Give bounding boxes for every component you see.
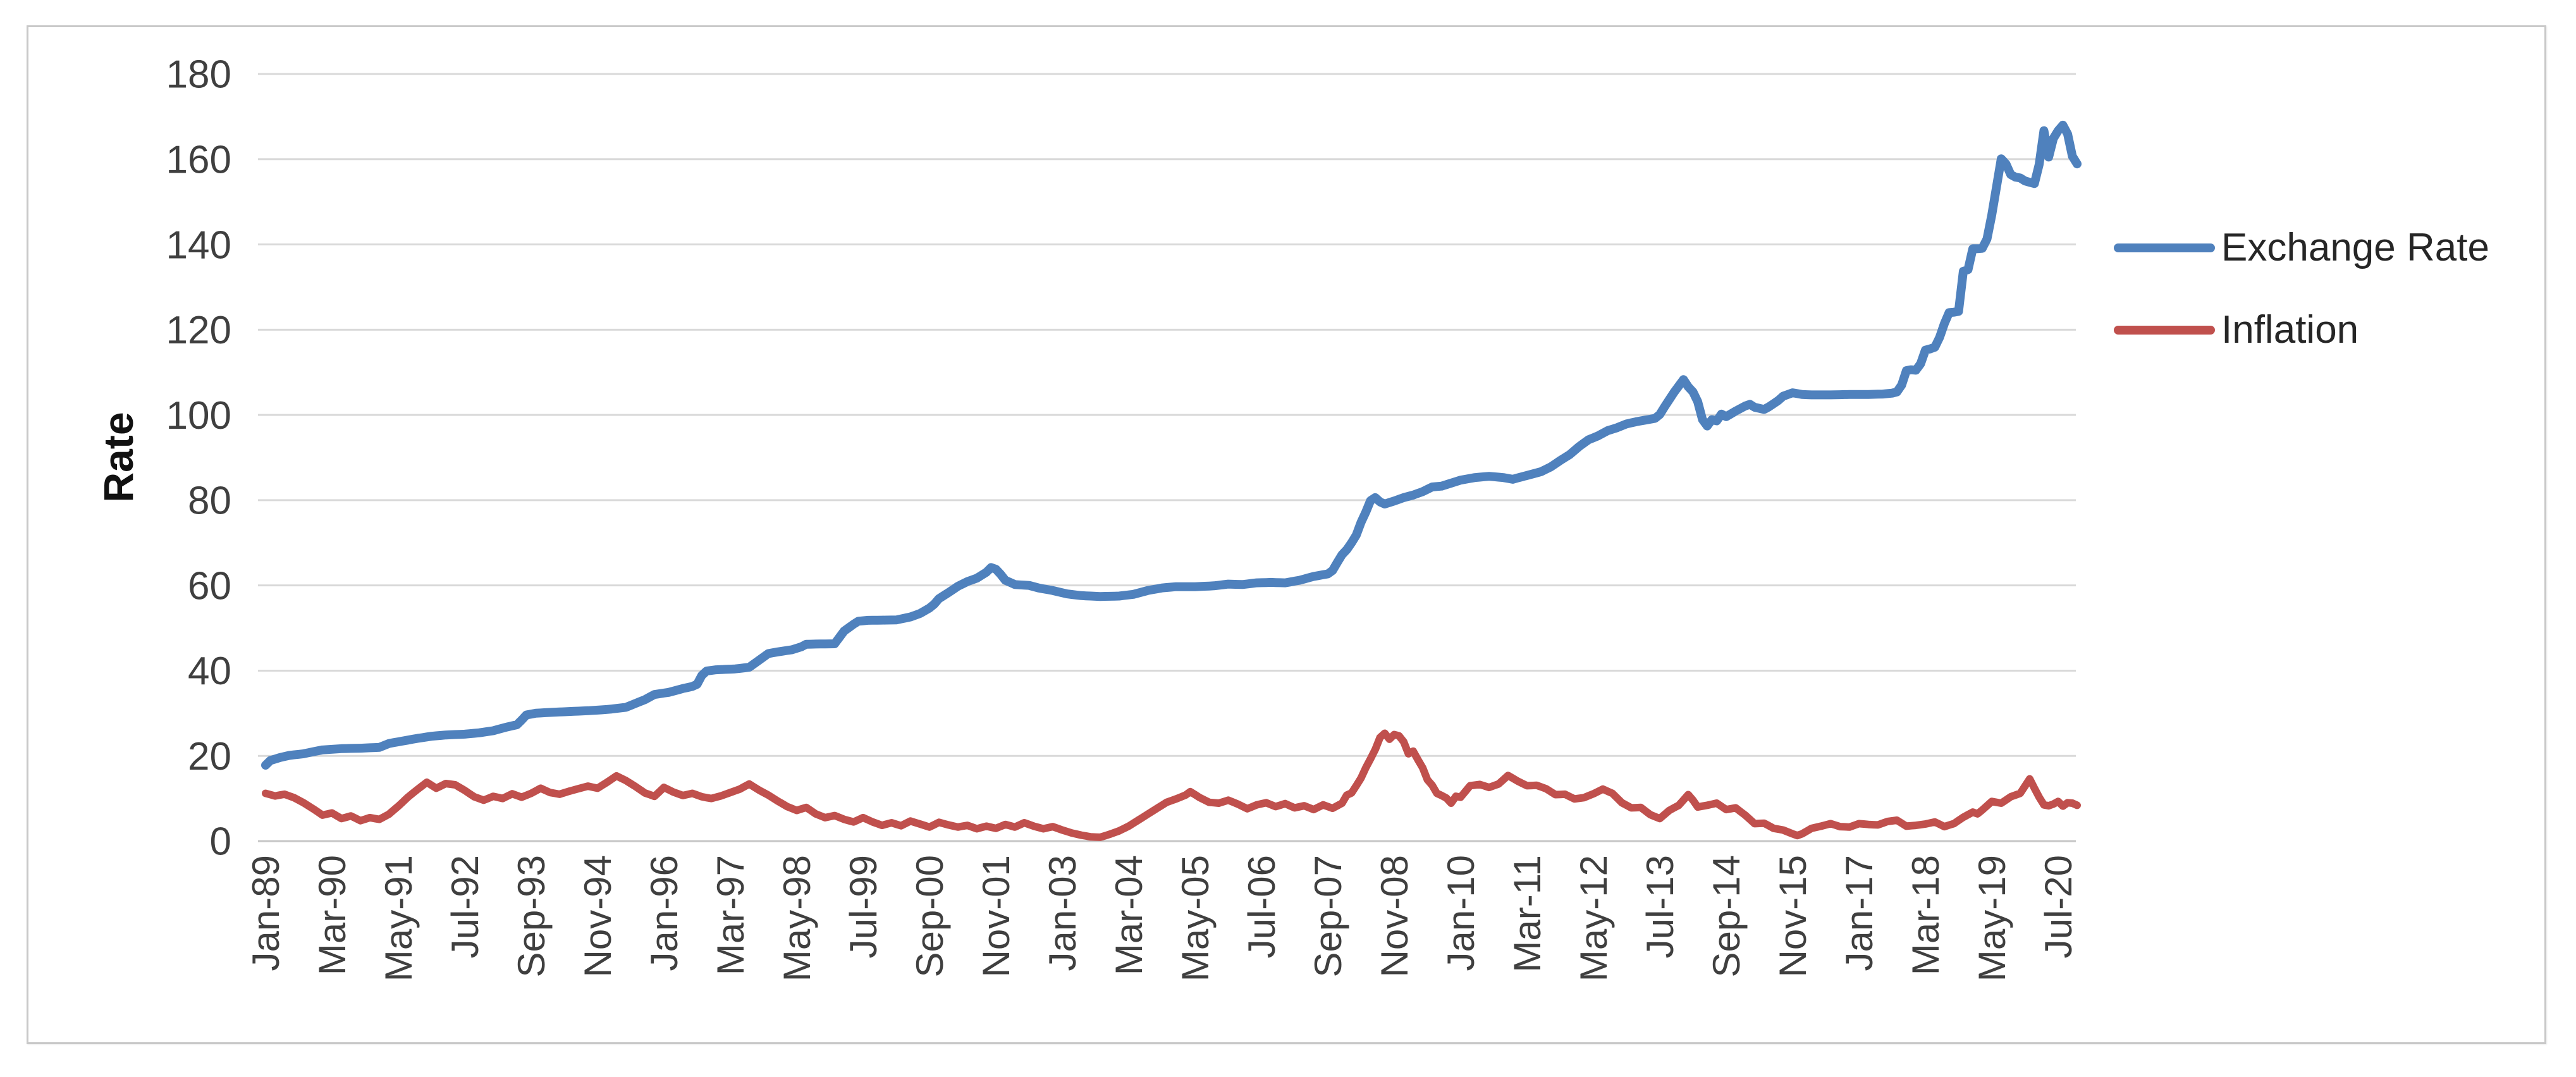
x-tick-label-Jul-20: Jul-20 xyxy=(2037,855,2080,958)
x-tick-label-Sep-14: Sep-14 xyxy=(1705,855,1748,977)
exchange-rate-line xyxy=(261,120,2082,770)
x-tick-label-Jul-13: Jul-13 xyxy=(1639,855,1681,958)
x-tick-label-Jan-89: Jan-89 xyxy=(245,855,287,971)
legend-label-exchange-rate: Exchange Rate xyxy=(2221,226,2489,269)
x-tick-label-Jul-92: Jul-92 xyxy=(444,855,486,958)
y-axis-title: Rate xyxy=(95,412,142,503)
y-tick-label-140: 140 xyxy=(166,223,231,267)
y-tick-label-40: 40 xyxy=(188,649,231,693)
chart-frame xyxy=(27,25,2546,1044)
x-tick-label-Sep-93: Sep-93 xyxy=(510,855,553,977)
x-tick-label-Mar-04: Mar-04 xyxy=(1108,855,1150,975)
x-tick-label-Mar-11: Mar-11 xyxy=(1506,855,1549,973)
y-tick-label-100: 100 xyxy=(166,394,231,438)
inflation-line-swatch xyxy=(2114,326,2215,335)
x-tick-label-Jan-03: Jan-03 xyxy=(1041,855,1084,971)
legend-item-exchange-rate: Exchange Rate xyxy=(2114,225,2489,271)
x-tick-label-Nov-15: Nov-15 xyxy=(1772,855,1814,977)
x-tick-label-Jul-99: Jul-99 xyxy=(842,855,885,958)
exchange-rate-line-swatch xyxy=(2114,243,2215,252)
x-tick-label-Sep-07: Sep-07 xyxy=(1307,855,1349,977)
x-tick-label-Nov-08: Nov-08 xyxy=(1373,855,1416,977)
x-tick-label-Nov-01: Nov-01 xyxy=(975,855,1017,977)
x-tick-label-Jan-96: Jan-96 xyxy=(643,855,685,971)
x-tick-label-Jan-10: Jan-10 xyxy=(1440,855,1482,971)
y-tick-label-80: 80 xyxy=(188,479,231,523)
y-tick-label-180: 180 xyxy=(166,53,231,97)
x-tick-label-May-12: May-12 xyxy=(1573,855,1615,982)
legend-item-inflation: Inflation xyxy=(2114,307,2358,354)
y-tick-label-60: 60 xyxy=(188,564,231,608)
x-tick-label-May-19: May-19 xyxy=(1971,855,2013,982)
x-tick-label-Mar-97: Mar-97 xyxy=(709,855,752,975)
y-tick-label-160: 160 xyxy=(166,138,231,182)
x-tick-label-May-91: May-91 xyxy=(377,855,420,982)
y-tick-label-20: 20 xyxy=(188,735,231,779)
x-tick-label-May-05: May-05 xyxy=(1174,855,1217,982)
x-tick-label-May-98: May-98 xyxy=(776,855,818,982)
x-tick-label-Sep-00: Sep-00 xyxy=(909,855,951,977)
x-tick-label-Jan-17: Jan-17 xyxy=(1838,855,1880,971)
y-tick-label-0: 0 xyxy=(210,820,231,864)
x-tick-label-Mar-90: Mar-90 xyxy=(311,855,353,975)
legend-label-inflation: Inflation xyxy=(2221,308,2359,352)
x-tick-label-Mar-18: Mar-18 xyxy=(1904,855,1947,975)
x-tick-label-Jul-06: Jul-06 xyxy=(1241,855,1283,958)
inflation-line xyxy=(262,729,2081,841)
x-tick-label-Nov-94: Nov-94 xyxy=(577,855,619,977)
y-tick-label-120: 120 xyxy=(166,309,231,352)
